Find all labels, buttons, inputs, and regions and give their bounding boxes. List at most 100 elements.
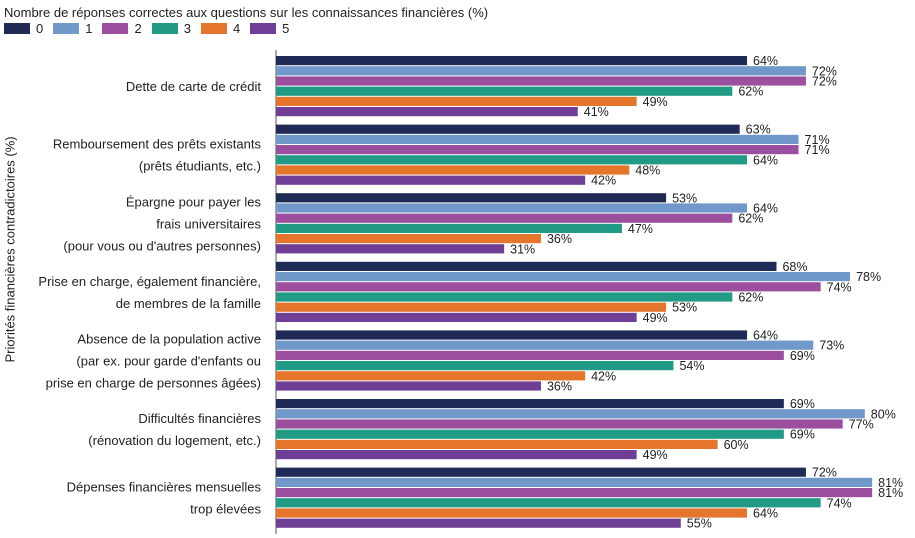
data-label: 49% [643, 448, 668, 462]
bar-series-4 [276, 371, 586, 381]
bar-series-2 [276, 213, 733, 223]
bar-series-3 [276, 498, 821, 508]
legend-label: 0 [36, 21, 44, 36]
category-label: Dette de carte de crédit [126, 79, 262, 94]
bar-series-1 [276, 409, 865, 419]
data-label: 74% [827, 496, 852, 510]
category-label: Dépenses financières mensuelles trop élev… [67, 480, 262, 517]
bar-series-2 [276, 76, 806, 86]
bar-series-3 [276, 86, 733, 96]
data-label: 81% [878, 476, 903, 490]
data-label: 71% [805, 143, 830, 157]
data-label: 72% [812, 466, 837, 480]
bar-series-5 [276, 450, 637, 460]
bar-series-5 [276, 518, 681, 528]
legend: 0 1 2 3 4 5 [4, 21, 299, 36]
bar-series-1 [276, 134, 799, 144]
bar-series-4 [276, 234, 541, 244]
bar-series-5 [276, 244, 505, 254]
data-label: 71% [805, 133, 830, 147]
legend-label: 4 [232, 21, 241, 36]
legend-item-0: 0 [4, 21, 43, 36]
bar-series-0 [276, 399, 784, 409]
category-label: Absence de la population active (par ex. … [46, 332, 261, 391]
data-label: 54% [679, 359, 704, 373]
bar-series-1 [276, 477, 873, 487]
bar-series-4 [276, 508, 748, 518]
data-label: 42% [591, 369, 616, 383]
bar-series-3 [276, 223, 622, 233]
category-label: Remboursement des prêts existants (prêts … [53, 137, 262, 174]
data-label: 62% [738, 212, 763, 226]
data-label: 74% [827, 280, 852, 294]
bar-series-2 [276, 350, 784, 360]
data-label: 64% [753, 507, 778, 521]
data-label: 68% [782, 260, 807, 274]
data-label: 36% [547, 232, 572, 246]
data-label: 53% [672, 191, 697, 205]
bar-series-5 [276, 175, 586, 185]
bar-series-0 [276, 56, 748, 66]
legend-swatch [53, 23, 80, 34]
bar-series-0 [276, 330, 748, 340]
data-label: 36% [547, 380, 572, 394]
data-label: 49% [643, 95, 668, 109]
data-label: 55% [687, 517, 712, 531]
legend-label: 5 [282, 21, 290, 36]
data-label: 49% [643, 311, 668, 325]
data-label: 73% [819, 339, 844, 353]
category-label: Difficultés financières (rénovation du lo… [88, 411, 261, 448]
bar-series-5 [276, 107, 578, 117]
data-label: 69% [790, 397, 815, 411]
category-label: Épargne pour payer les frais universitair… [63, 194, 261, 253]
legend-item-2: 2 [102, 21, 142, 36]
bar-series-0 [276, 467, 806, 477]
bar-series-0 [276, 124, 740, 134]
legend-swatch [4, 23, 30, 34]
bar-series-5 [276, 381, 541, 391]
data-label: 53% [672, 301, 697, 315]
bar-series-2 [276, 488, 873, 498]
data-label: 72% [812, 75, 837, 89]
legend-title: Nombre de réponses correctes aux questio… [4, 5, 489, 20]
data-label: 64% [753, 202, 778, 216]
bar-series-1 [276, 203, 748, 213]
legend-item-1: 1 [53, 21, 92, 36]
data-label: 42% [591, 174, 616, 188]
data-label: 69% [790, 428, 815, 442]
category-label: Prise en charge, également financière, de… [38, 274, 261, 311]
data-label: 69% [790, 349, 815, 363]
data-label: 31% [510, 242, 535, 256]
bar-series-2 [276, 419, 843, 429]
legend-swatch [151, 23, 178, 34]
data-label: 48% [635, 164, 660, 178]
data-label: 81% [878, 486, 903, 500]
bar-series-4 [276, 165, 630, 175]
legend-label: 3 [183, 21, 191, 36]
legend-item-5: 5 [250, 21, 289, 36]
data-label: 60% [724, 438, 749, 452]
bar-series-1 [276, 66, 806, 76]
data-label: 80% [871, 407, 896, 421]
bar-series-5 [276, 312, 637, 322]
legend-item-4: 4 [200, 21, 241, 36]
legend-swatch [102, 23, 129, 34]
legend-label: 1 [85, 21, 93, 36]
legend-swatch [200, 23, 227, 34]
data-label: 64% [753, 54, 778, 68]
data-label: 64% [753, 153, 778, 167]
bar-series-2 [276, 282, 821, 292]
data-label: 62% [738, 291, 763, 305]
bar-series-0 [276, 193, 667, 203]
data-label: 41% [584, 105, 609, 119]
legend-item-3: 3 [151, 21, 191, 36]
data-label: 72% [812, 64, 837, 78]
data-label: 64% [753, 329, 778, 343]
bar-series-2 [276, 145, 799, 155]
bar-series-4 [276, 96, 637, 106]
bar-series-1 [276, 272, 851, 282]
data-label: 47% [628, 222, 653, 236]
bar-series-1 [276, 340, 814, 350]
data-label: 77% [849, 418, 874, 432]
